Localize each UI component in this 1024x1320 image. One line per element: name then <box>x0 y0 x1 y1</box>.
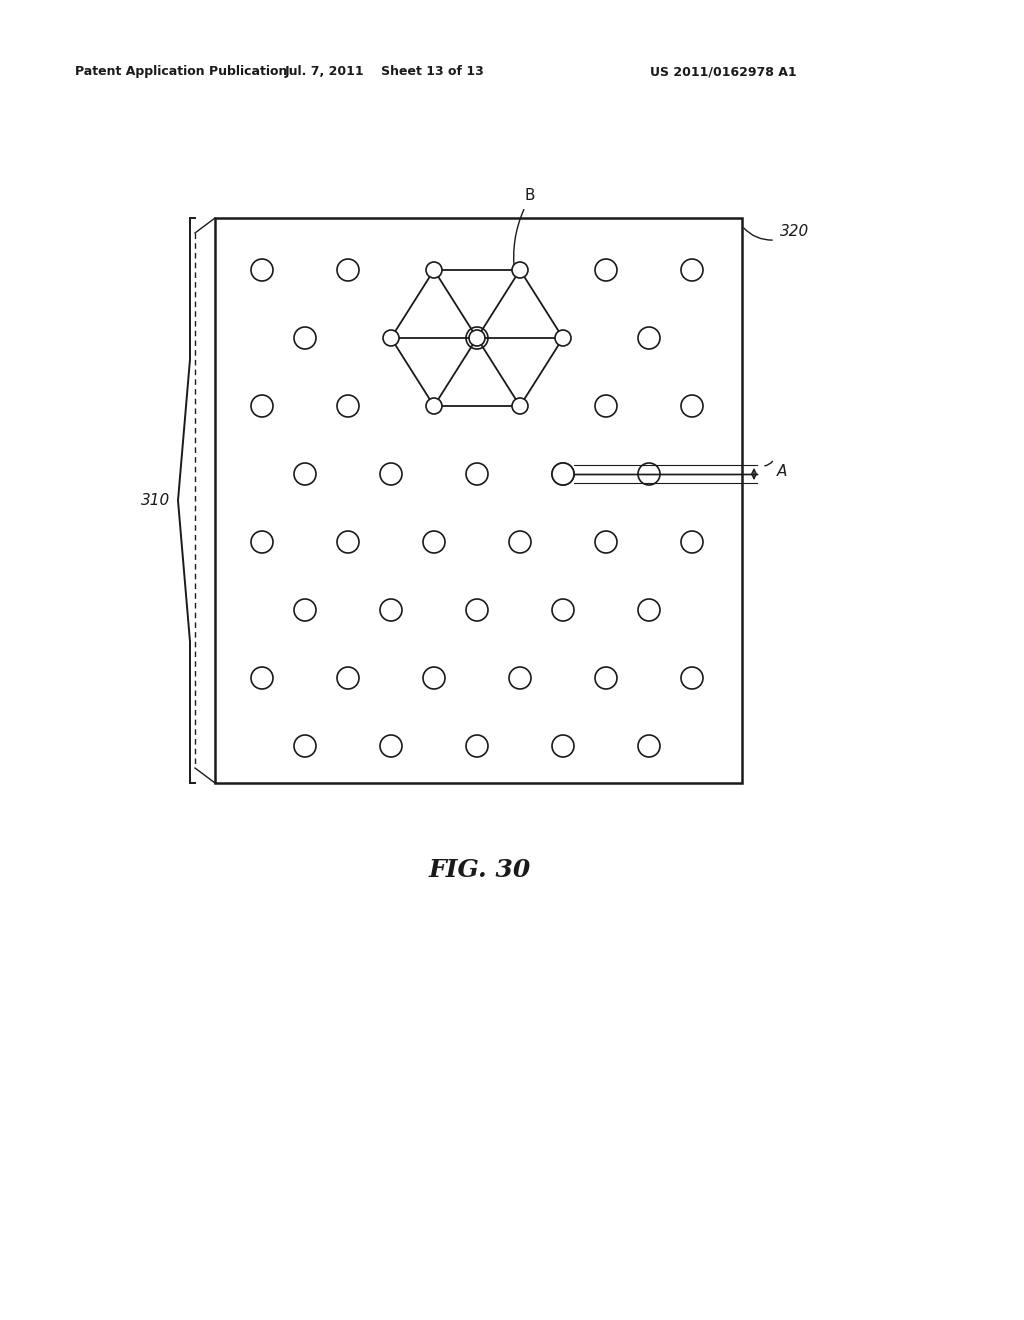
Circle shape <box>337 531 359 553</box>
Circle shape <box>423 531 445 553</box>
Text: Patent Application Publication: Patent Application Publication <box>75 66 288 78</box>
Circle shape <box>509 531 531 553</box>
Circle shape <box>595 259 617 281</box>
Circle shape <box>380 735 402 756</box>
Circle shape <box>383 330 399 346</box>
Circle shape <box>469 330 485 346</box>
Text: 320: 320 <box>780 224 809 239</box>
Circle shape <box>466 327 488 348</box>
Circle shape <box>509 667 531 689</box>
Circle shape <box>294 463 316 484</box>
Circle shape <box>380 463 402 484</box>
Circle shape <box>466 599 488 620</box>
Circle shape <box>638 463 660 484</box>
Circle shape <box>638 327 660 348</box>
Circle shape <box>251 667 273 689</box>
Circle shape <box>466 735 488 756</box>
Circle shape <box>337 395 359 417</box>
Text: FIG. 30: FIG. 30 <box>429 858 531 882</box>
Circle shape <box>552 735 574 756</box>
Circle shape <box>423 667 445 689</box>
Circle shape <box>426 261 442 279</box>
Text: Jul. 7, 2011    Sheet 13 of 13: Jul. 7, 2011 Sheet 13 of 13 <box>285 66 485 78</box>
Circle shape <box>552 463 574 484</box>
Circle shape <box>294 735 316 756</box>
Circle shape <box>681 531 703 553</box>
Circle shape <box>512 399 528 414</box>
Circle shape <box>251 395 273 417</box>
Circle shape <box>595 531 617 553</box>
Circle shape <box>337 667 359 689</box>
Circle shape <box>466 463 488 484</box>
Text: A: A <box>777 465 787 479</box>
Circle shape <box>595 395 617 417</box>
Circle shape <box>251 259 273 281</box>
Circle shape <box>638 599 660 620</box>
Circle shape <box>552 599 574 620</box>
Circle shape <box>251 531 273 553</box>
Bar <box>215 218 742 783</box>
Circle shape <box>681 259 703 281</box>
Text: B: B <box>524 187 536 202</box>
Circle shape <box>555 330 571 346</box>
Circle shape <box>294 599 316 620</box>
Circle shape <box>681 395 703 417</box>
Circle shape <box>380 599 402 620</box>
Circle shape <box>294 327 316 348</box>
Text: 310: 310 <box>140 492 170 508</box>
Circle shape <box>512 261 528 279</box>
Circle shape <box>337 259 359 281</box>
Circle shape <box>681 667 703 689</box>
Circle shape <box>552 463 574 484</box>
Circle shape <box>426 399 442 414</box>
Text: US 2011/0162978 A1: US 2011/0162978 A1 <box>650 66 797 78</box>
Circle shape <box>638 735 660 756</box>
Circle shape <box>595 667 617 689</box>
